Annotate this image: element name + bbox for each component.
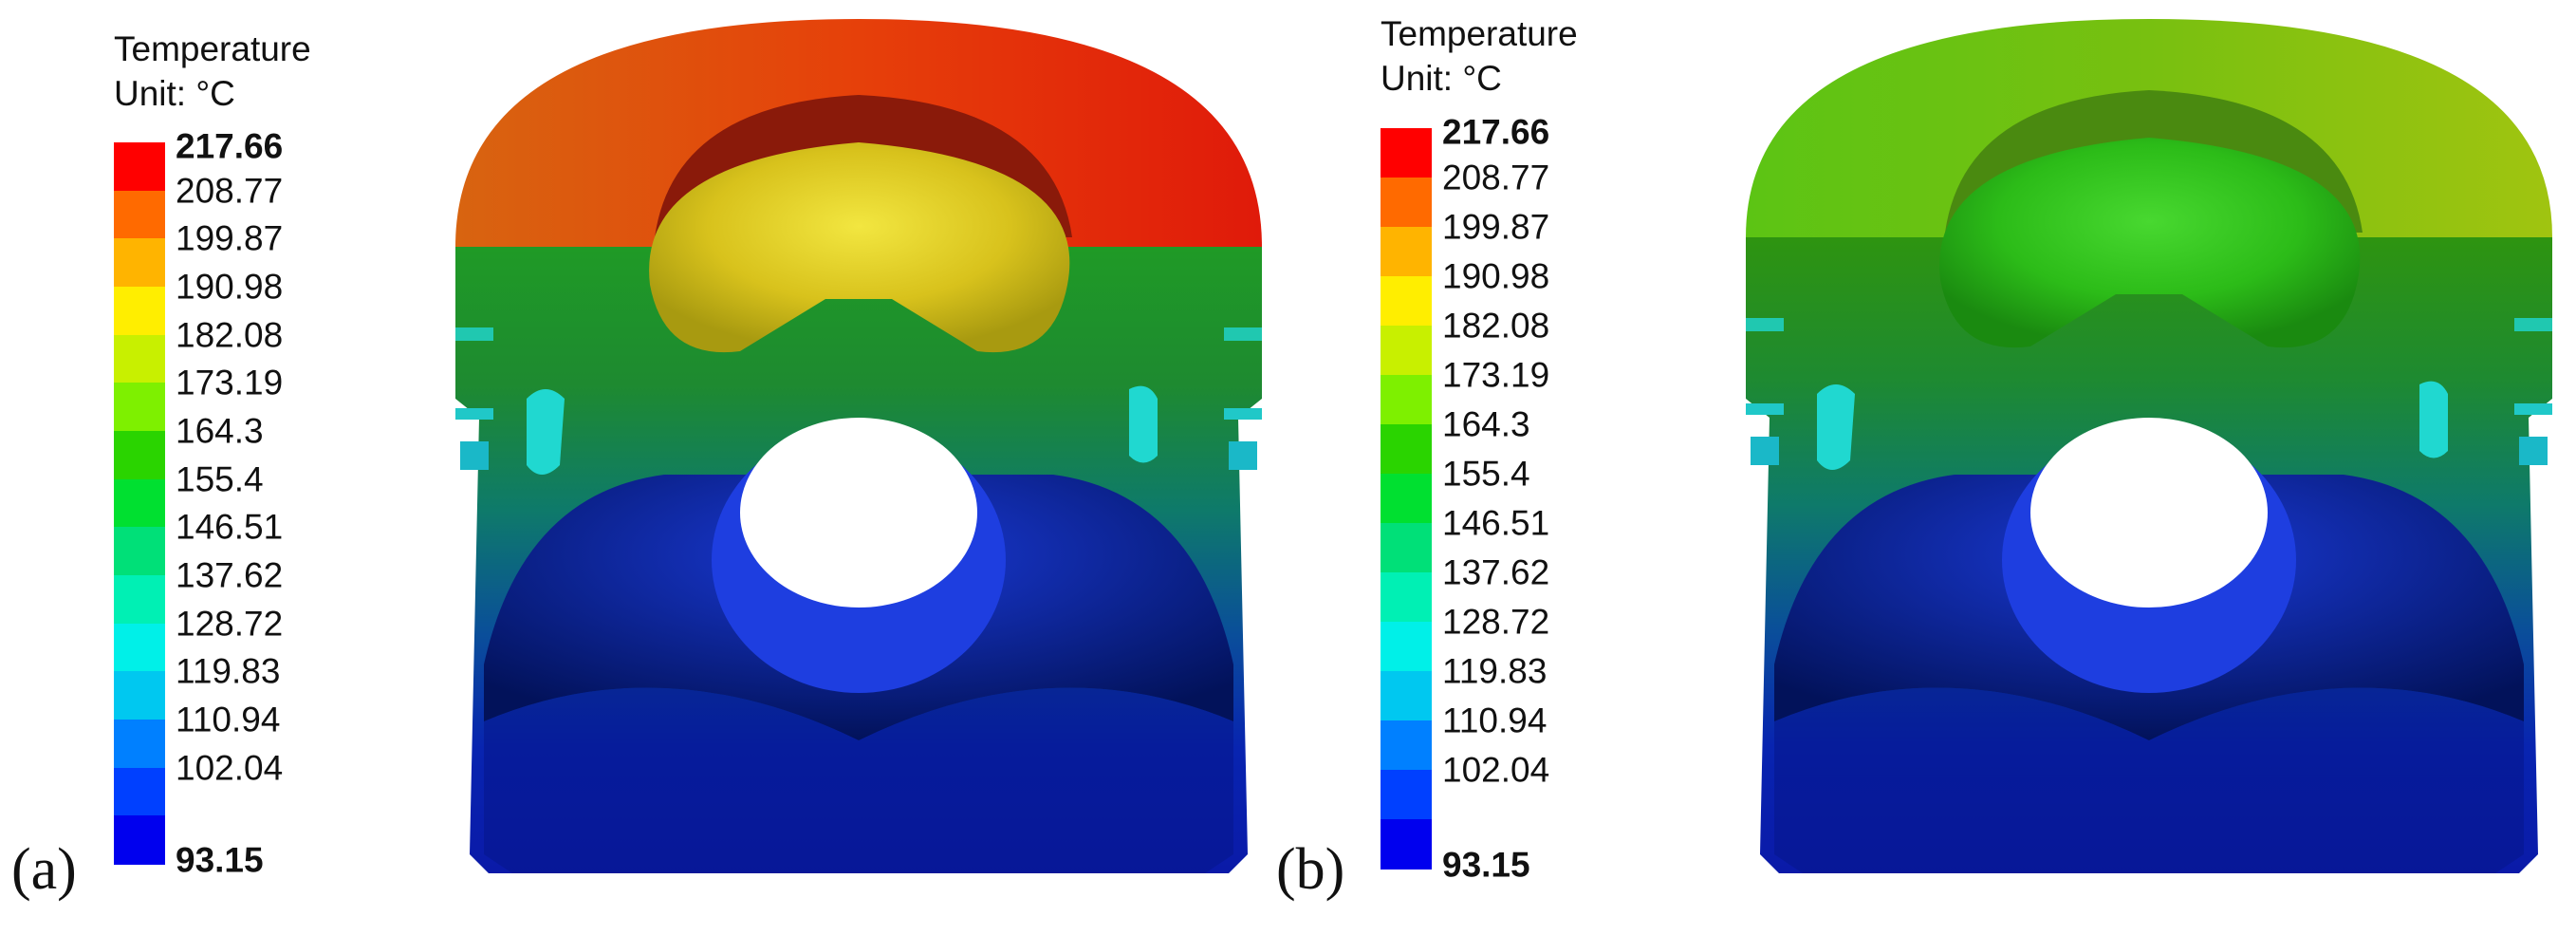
colorbar-tick-label: 93.15 [1442,845,1530,885]
panel-label-a: (a) [11,837,77,902]
colorbar-swatch [114,142,165,192]
legend-title-a: Temperature Unit: °C [114,27,311,116]
colorbar-swatch [114,815,165,865]
colorbar-swatch [1381,523,1432,573]
colorbar-tick-label: 93.15 [176,840,264,880]
colorbar-tick-label: 208.77 [1442,158,1550,197]
combustion-bowl-a [649,142,1070,353]
colorbar-tick-label: 164.3 [176,411,264,451]
ring-groove [2514,403,2552,415]
colorbar-tick-label: 173.19 [176,363,284,402]
colorbar-swatch [1381,424,1432,475]
oil-passage [1817,384,1855,470]
skirt-lower-b [1774,687,2524,873]
colorbar-tick-label: 164.3 [1442,404,1530,444]
ring-groove [1746,318,1784,331]
colorbar-a [114,142,165,865]
ring-groove [1751,437,1779,465]
colorbar-tick-label: 146.51 [1442,503,1550,543]
colorbar-tick-label: 110.94 [1442,701,1547,740]
colorbar-tick-label: 102.04 [176,748,284,788]
colorbar-tick-label: 173.19 [1442,355,1550,395]
colorbar-tick-label: 190.98 [1442,256,1550,296]
oil-passage [527,389,565,475]
oil-passage [1129,385,1158,463]
colorbar-swatch [114,767,165,817]
colorbar-swatch [1381,720,1432,771]
colorbar-swatch [114,478,165,529]
colorbar-tick-label: 199.87 [176,218,284,258]
colorbar-tick-label: 137.62 [1442,552,1550,592]
colorbar-tick-label: 155.4 [176,459,264,499]
colorbar-tick-label: 217.66 [1442,112,1550,152]
legend-title-line2: Unit: °C [114,74,235,113]
legend-title-b: Temperature Unit: °C [1381,11,1578,101]
colorbar-tick-label: 137.62 [176,555,284,595]
colorbar-swatch [114,575,165,625]
oil-passage [2419,381,2448,458]
colorbar-swatch [114,334,165,384]
colorbar-swatch [1381,770,1432,820]
colorbar-swatch [1381,227,1432,277]
colorbar-b [1381,128,1432,870]
ring-groove [2519,437,2548,465]
colorbar-tick-label: 155.4 [1442,454,1530,494]
colorbar-tick-label: 128.72 [1442,602,1550,642]
pin-bore-hole-a [740,418,977,608]
colorbar-swatch [1381,128,1432,178]
colorbar-tick-label: 182.08 [176,315,284,355]
colorbar-tick-label: 102.04 [1442,750,1550,790]
colorbar-tick-label: 119.83 [176,651,281,691]
ring-groove [2514,318,2552,331]
combustion-bowl-b [1939,138,2361,348]
legend-title-line1: Temperature [114,29,311,68]
colorbar-swatch [1381,276,1432,327]
colorbar-swatch [1381,671,1432,721]
colorbar-swatch [1381,572,1432,623]
colorbar-swatch [1381,375,1432,425]
colorbar-swatch [114,431,165,480]
colorbar-swatch [1381,178,1432,228]
colorbar-swatch [114,623,165,673]
ring-groove [455,327,493,341]
colorbar-tick-label: 128.72 [176,604,284,644]
ring-groove [455,408,493,420]
colorbar-swatch [1381,326,1432,376]
colorbar-swatch [114,287,165,336]
colorbar-tick-label: 110.94 [176,700,281,739]
ring-groove [460,441,489,470]
ring-groove [1746,403,1784,415]
colorbar-swatch [1381,819,1432,870]
colorbar-swatch [114,720,165,769]
colorbar-tick-label: 199.87 [1442,207,1550,247]
colorbar-tick-label: 119.83 [1442,651,1547,691]
ring-groove [1224,408,1262,420]
colorbar-swatch [114,527,165,576]
ring-groove [1224,327,1262,341]
pin-bore-hole-b [2030,418,2268,608]
panel-label-b: (b) [1276,837,1345,902]
colorbar-swatch [1381,622,1432,672]
colorbar-swatch [1381,474,1432,524]
skirt-lower-a [484,687,1233,873]
colorbar-swatch [114,238,165,288]
colorbar-swatch [114,671,165,720]
piston-thermal-plot-b [1746,19,2552,873]
colorbar-tick-label: 146.51 [176,507,284,547]
colorbar-swatch [114,383,165,432]
piston-thermal-plot-a [455,19,1262,873]
colorbar-tick-label: 217.66 [176,126,284,166]
colorbar-tick-label: 208.77 [176,171,284,211]
colorbar-tick-label: 190.98 [176,267,284,307]
legend-title-line1: Temperature [1381,14,1578,53]
ring-groove [1229,441,1257,470]
colorbar-tick-label: 182.08 [1442,306,1550,346]
legend-title-line2: Unit: °C [1381,59,1502,98]
colorbar-swatch [114,190,165,240]
